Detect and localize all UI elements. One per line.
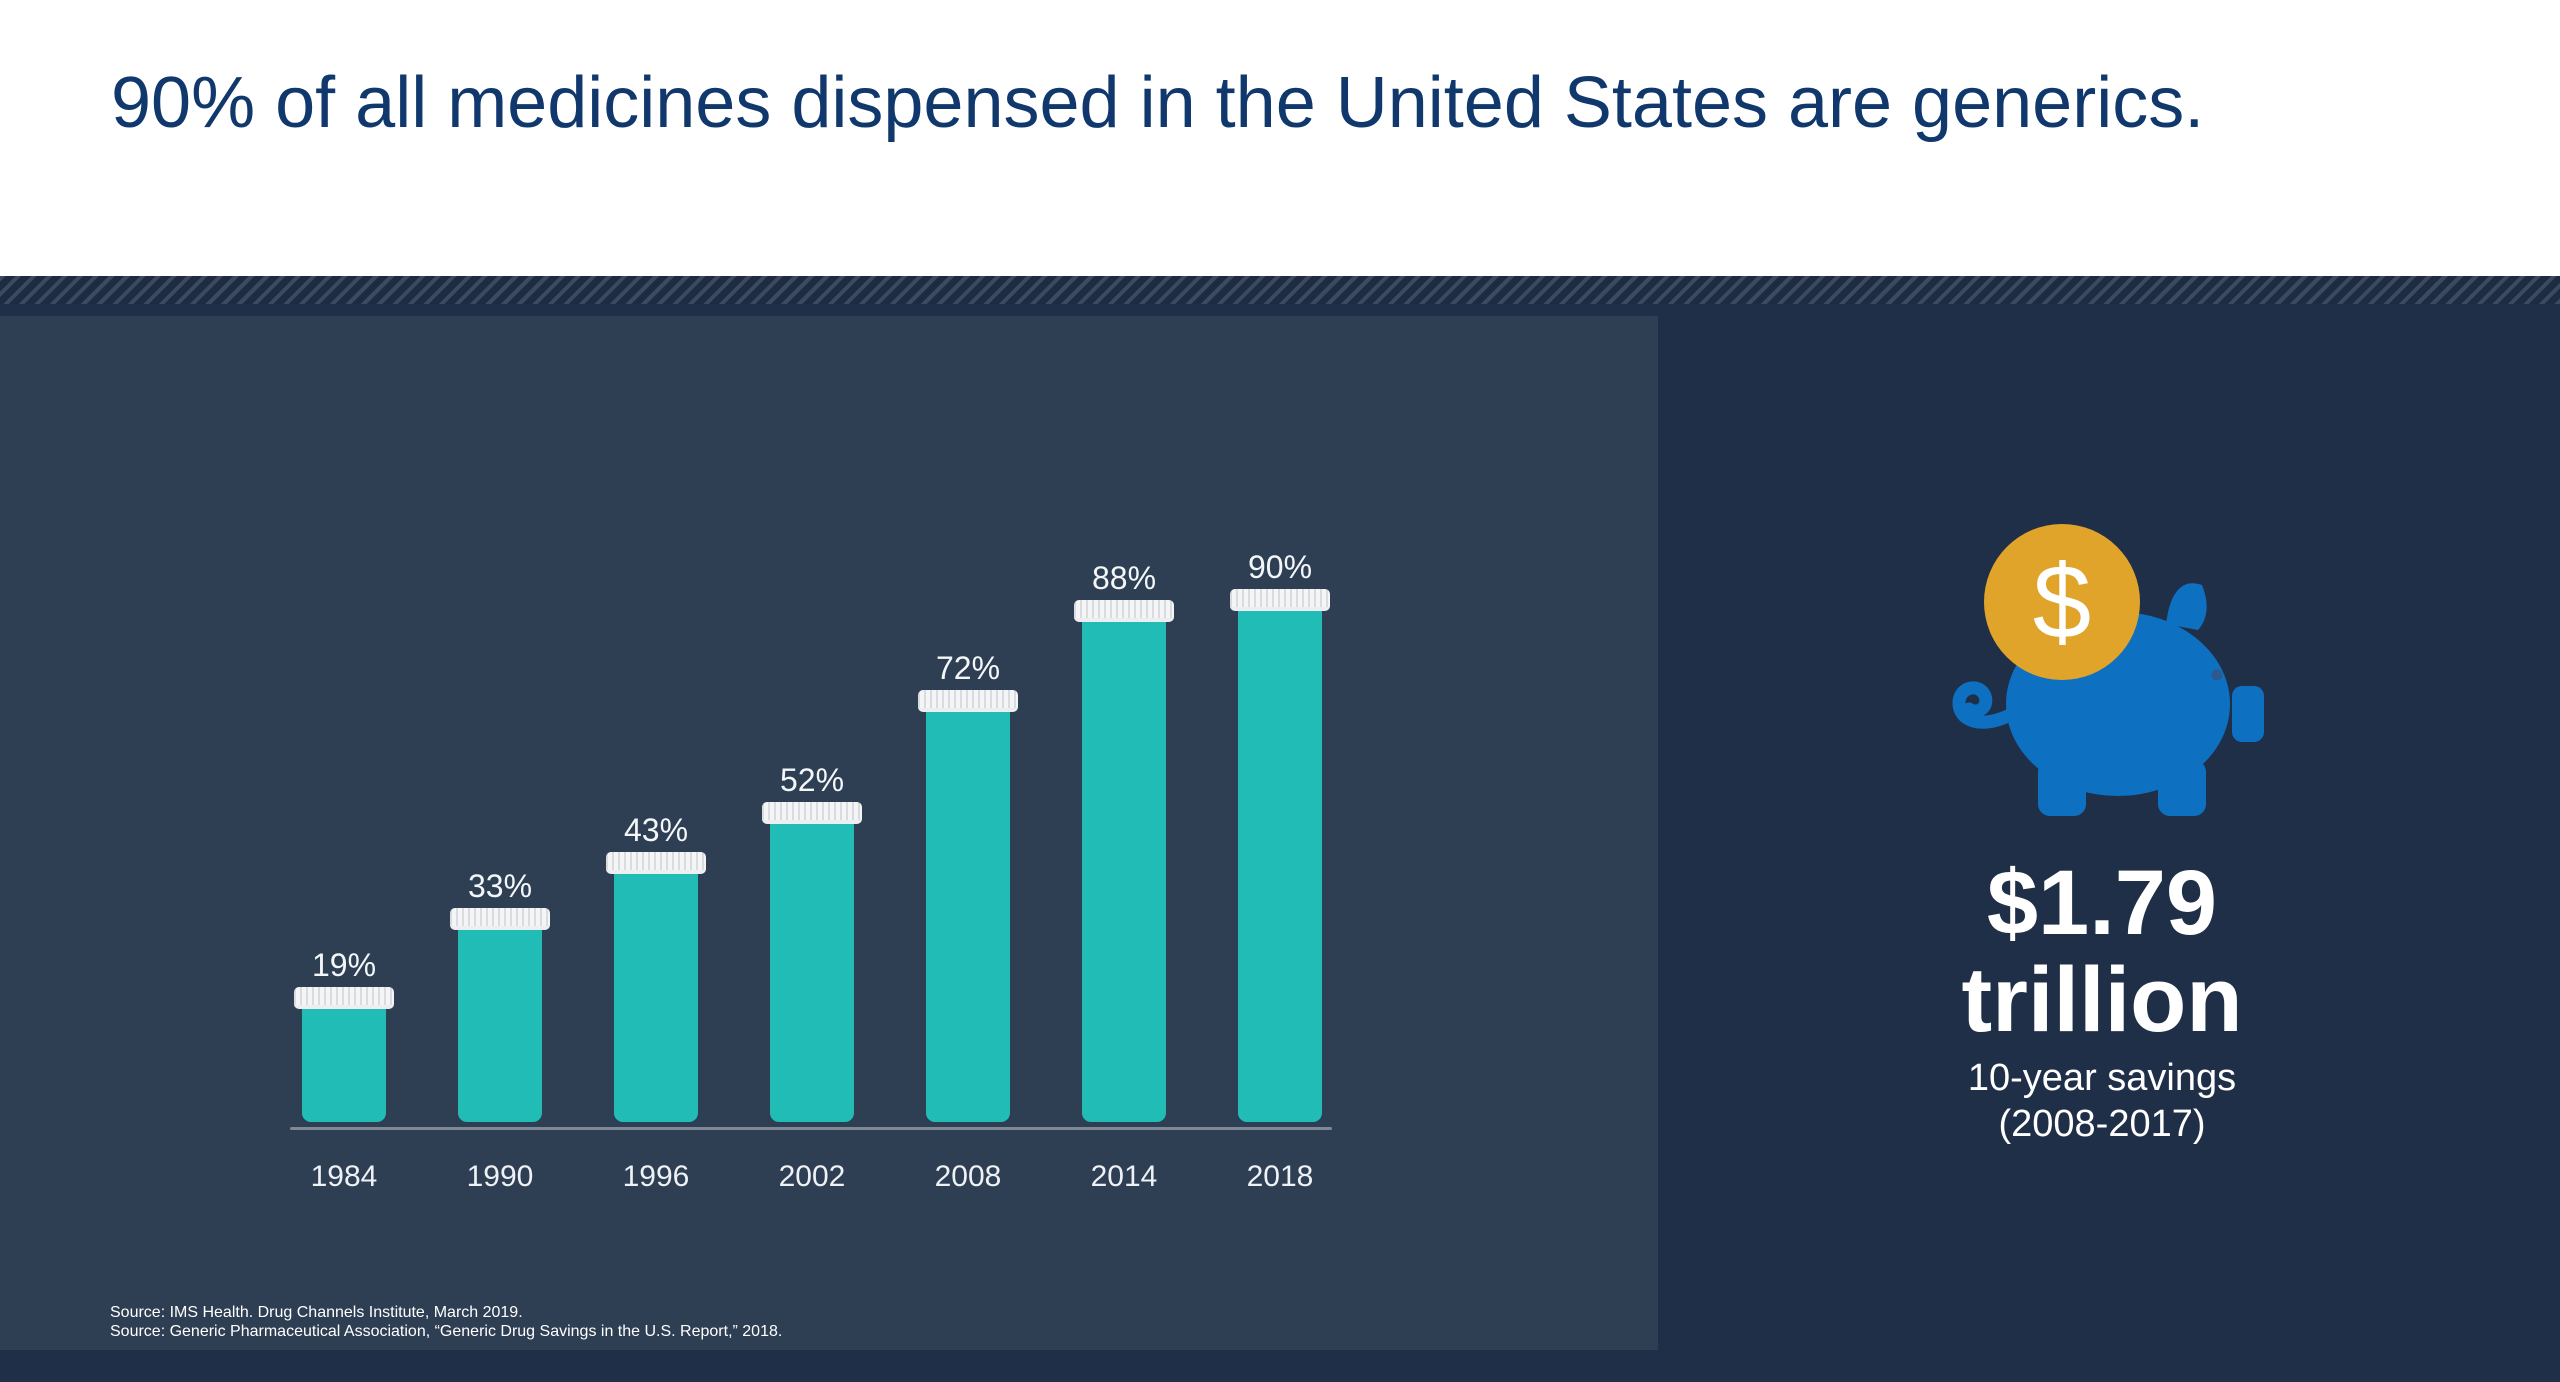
pill-bottle-bar-1996 xyxy=(606,852,706,1122)
pig-tail xyxy=(1952,681,2021,729)
bottle-cap xyxy=(294,987,394,1009)
savings-caption: 10-year savings (2008-2017) xyxy=(1902,1055,2302,1147)
bottle-body xyxy=(458,930,542,1122)
bar-value-label: 90% xyxy=(1247,549,1313,585)
bar-value-label: 33% xyxy=(467,868,533,904)
savings-amount-value: $1.79 xyxy=(1986,852,2218,954)
bottle-body xyxy=(1238,611,1322,1122)
pig-snout xyxy=(2232,686,2264,742)
chart-panel: 19% 1984 33% 1990 43% 1996 52% 2002 72% 2008 88% 20… xyxy=(0,316,1658,1350)
bottle-body xyxy=(770,824,854,1122)
pig-ear xyxy=(2166,583,2207,630)
bottle-cap xyxy=(1074,600,1174,622)
savings-amount: $1.79 trillion xyxy=(1902,855,2302,1049)
bottle-cap xyxy=(918,690,1018,712)
dollar-sign: $ xyxy=(2033,544,2091,661)
source-line-2: Source: Generic Pharmaceutical Associati… xyxy=(110,1323,783,1340)
x-axis-label: 2008 xyxy=(934,1160,1002,1193)
bar-value-label: 43% xyxy=(623,812,689,848)
bottle-cap xyxy=(450,908,550,930)
x-axis-label: 2002 xyxy=(778,1160,846,1193)
piggy-bank-icon: $ xyxy=(1952,524,2264,816)
pill-bottle-bar-chart: 19% 1984 33% 1990 43% 1996 52% 2002 72% 2008 88% 20… xyxy=(0,316,1658,1350)
header-band: 90% of all medicines dispensed in the Un… xyxy=(0,0,2560,276)
bar-value-label: 19% xyxy=(311,947,377,983)
bottle-body xyxy=(614,874,698,1122)
coin-circle xyxy=(1984,524,2140,680)
bar-value-label: 88% xyxy=(1091,560,1157,596)
bar-value-label: 52% xyxy=(779,762,845,798)
x-axis-line xyxy=(290,1127,1332,1130)
pill-bottle-bar-1990 xyxy=(450,908,550,1122)
pill-bottle-bar-2002 xyxy=(762,802,862,1122)
x-axis-label: 1996 xyxy=(622,1160,690,1193)
bottle-cap xyxy=(1230,589,1330,611)
source-notes: Source: IMS Health. Drug Channels Instit… xyxy=(110,1303,782,1341)
bar-value-label: 72% xyxy=(935,650,1001,686)
pig-eye xyxy=(2211,669,2223,681)
bottle-cap xyxy=(606,852,706,874)
diagonal-stripe-divider xyxy=(0,276,2560,304)
bottle-cap xyxy=(762,802,862,824)
pill-bottle-bar-1984 xyxy=(294,987,394,1122)
pill-bottle-bar-2018 xyxy=(1230,589,1330,1122)
source-line-1: Source: IMS Health. Drug Channels Instit… xyxy=(110,1304,523,1321)
savings-amount-unit: trillion xyxy=(1961,949,2243,1051)
bottle-body xyxy=(926,712,1010,1122)
dollar-coin-icon: $ xyxy=(1984,524,2140,680)
x-axis-label: 1984 xyxy=(310,1160,378,1193)
savings-caption-line1: 10-year savings xyxy=(1967,1057,2237,1099)
bottle-body xyxy=(1082,622,1166,1122)
x-axis-label: 2014 xyxy=(1090,1160,1158,1193)
savings-caption-line2: (2008-2017) xyxy=(1998,1103,2206,1145)
page-title: 90% of all medicines dispensed in the Un… xyxy=(111,63,2205,143)
bottle-body xyxy=(302,1009,386,1122)
x-axis-label: 1990 xyxy=(466,1160,534,1193)
pill-bottle-bar-2008 xyxy=(918,690,1018,1122)
x-axis-label: 2018 xyxy=(1246,1160,1314,1193)
pill-bottle-bar-2014 xyxy=(1074,600,1174,1122)
